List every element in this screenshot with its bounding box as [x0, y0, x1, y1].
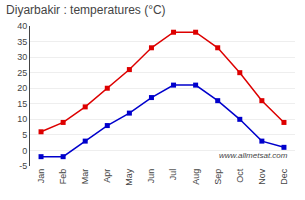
svg-text:0: 0 — [22, 146, 27, 156]
svg-text:35: 35 — [17, 37, 27, 47]
svg-text:Oct: Oct — [235, 168, 245, 183]
svg-text:Sep: Sep — [213, 169, 223, 185]
svg-text:Diyarbakir : temperatures (°C): Diyarbakir : temperatures (°C) — [6, 3, 166, 17]
svg-text:May: May — [124, 168, 134, 186]
svg-text:30: 30 — [17, 52, 27, 62]
svg-text:20: 20 — [17, 83, 27, 93]
svg-text:40: 40 — [17, 21, 27, 31]
svg-text:Aug: Aug — [191, 169, 201, 185]
svg-text:Jul: Jul — [168, 169, 178, 181]
svg-text:15: 15 — [17, 99, 27, 109]
svg-text:Mar: Mar — [80, 169, 90, 185]
svg-text:Feb: Feb — [58, 169, 68, 185]
svg-text:Jun: Jun — [146, 169, 156, 184]
svg-text:25: 25 — [17, 68, 27, 78]
svg-text:Dec: Dec — [279, 168, 289, 185]
svg-text:10: 10 — [17, 114, 27, 124]
svg-text:Nov: Nov — [257, 168, 267, 185]
svg-text:-5: -5 — [19, 161, 27, 171]
svg-text:Jan: Jan — [36, 169, 46, 184]
svg-text:Apr: Apr — [102, 169, 112, 183]
svg-text:www.allmetsat.com: www.allmetsat.com — [219, 151, 288, 160]
svg-text:5: 5 — [22, 130, 27, 140]
